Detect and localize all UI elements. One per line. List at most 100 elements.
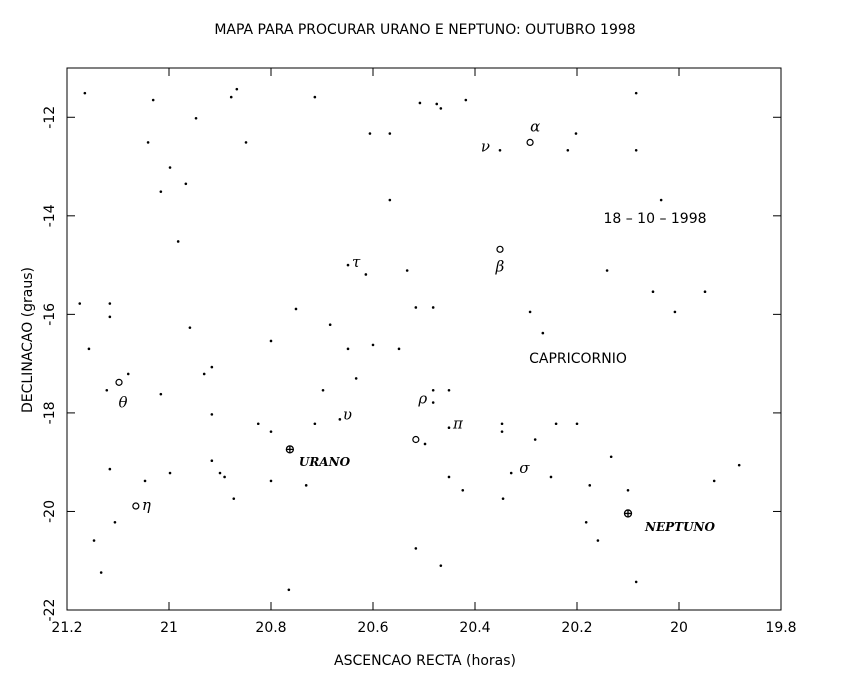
star [87, 347, 91, 351]
series: URANO NEPTUNO [285, 445, 716, 534]
star [588, 484, 592, 487]
star [371, 343, 375, 347]
star [184, 182, 188, 186]
star [439, 107, 443, 110]
star [168, 471, 172, 475]
star [108, 467, 112, 471]
series: α β θ η [115, 117, 540, 514]
star [126, 372, 130, 376]
star [554, 422, 558, 426]
star [294, 307, 298, 311]
star-label: η [142, 496, 151, 514]
star [464, 98, 468, 102]
star [528, 310, 532, 314]
star [232, 497, 236, 500]
star [609, 455, 613, 459]
y-tick-label: -14 [42, 204, 58, 227]
star [146, 141, 150, 144]
star [176, 240, 180, 243]
bright-star [115, 378, 123, 386]
star [596, 539, 600, 542]
y-tick-label: -18 [42, 401, 58, 424]
star [229, 95, 233, 99]
planet-cross [624, 509, 632, 517]
star [501, 497, 505, 500]
plot-frame [66, 67, 782, 611]
y-tick-label: -20 [42, 500, 58, 523]
star [368, 132, 372, 135]
bright-star [412, 435, 420, 444]
planet-cross [286, 445, 294, 453]
star [673, 310, 677, 314]
star [364, 273, 368, 276]
star [703, 290, 707, 293]
star [500, 422, 504, 426]
star-label: ν [481, 137, 490, 155]
star [575, 422, 579, 426]
star [235, 87, 239, 91]
star [338, 418, 342, 421]
x-axis-label: ASCENCAO RECTA (horas) [334, 653, 516, 669]
star [712, 479, 716, 483]
bright-star [132, 502, 140, 510]
series [78, 87, 741, 592]
star [83, 91, 87, 95]
star-label: σ [519, 459, 530, 477]
planet-marker [285, 445, 295, 454]
star [634, 148, 638, 152]
star [431, 388, 435, 392]
star [659, 198, 663, 202]
star-label: ρ [417, 390, 427, 408]
star [151, 98, 155, 102]
star [418, 101, 422, 105]
star [313, 422, 317, 426]
star [105, 388, 109, 392]
star [447, 475, 451, 479]
star [304, 484, 308, 487]
star [414, 547, 418, 550]
star [549, 475, 553, 479]
star [533, 438, 537, 441]
star [202, 372, 206, 376]
star [354, 377, 358, 380]
star [584, 520, 588, 524]
x-tick-label: 20.2 [561, 620, 592, 636]
x-tick-label: 19.8 [765, 620, 796, 636]
y-tick-label: -16 [42, 303, 58, 326]
star [431, 401, 435, 404]
star [113, 520, 117, 524]
star [269, 339, 273, 343]
star [397, 347, 401, 351]
star [168, 166, 172, 169]
planet-label: NEPTUNO [644, 520, 716, 534]
star [626, 488, 630, 492]
star [143, 479, 147, 483]
x-tick-label: 21.2 [51, 620, 82, 636]
x-tick-label: 20.6 [357, 620, 388, 636]
star [188, 326, 192, 329]
star [566, 148, 570, 152]
star [634, 580, 638, 584]
star [388, 198, 392, 202]
star-label: β [495, 257, 505, 275]
star [435, 102, 439, 106]
constellation-label: CAPRICORNIO [529, 351, 627, 367]
star [210, 459, 214, 463]
star [634, 91, 638, 95]
y-tick-label: -22 [42, 599, 58, 622]
star [328, 323, 332, 327]
star [99, 571, 103, 574]
star [218, 471, 222, 475]
star [269, 479, 273, 483]
date-annotation: 18 – 10 – 1998 [603, 211, 706, 227]
star [405, 269, 409, 272]
star [498, 148, 502, 152]
star [447, 426, 451, 429]
star [574, 132, 578, 135]
star [210, 413, 214, 416]
star [461, 488, 465, 492]
star [414, 306, 418, 309]
star [313, 95, 317, 99]
series: ν τ ρ υ π σ [338, 137, 530, 477]
